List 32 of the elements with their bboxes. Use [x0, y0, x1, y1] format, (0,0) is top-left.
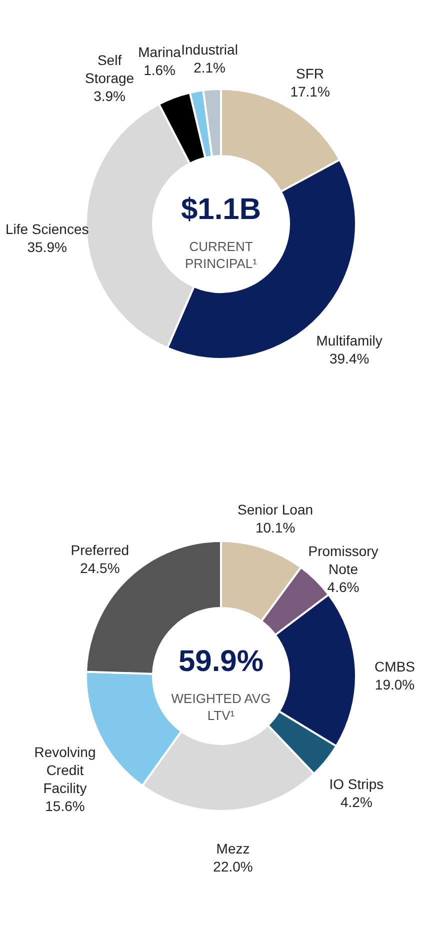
- text: $1.1B: [180, 193, 262, 226]
- data-label: 4.6%: [327, 579, 360, 596]
- text: LTV¹: [207, 708, 236, 723]
- slice-label: CMBS: [374, 658, 416, 674]
- data-label: 39.4%: [329, 350, 370, 367]
- slice-label: Industrial: [181, 41, 238, 58]
- data-label: 4.2%: [340, 794, 372, 810]
- slice-label: Preferred: [70, 542, 130, 558]
- slice-label: Self Storage: [85, 52, 134, 86]
- data-label: 35.9%: [27, 239, 67, 256]
- text: 59.9%: [178, 645, 264, 678]
- text: CURRENT: [189, 239, 253, 254]
- slice-label: Senior Loan: [238, 502, 314, 518]
- slice-label: Marina: [138, 44, 182, 60]
- slice-label: Revolving Credit Facility: [34, 744, 96, 796]
- data-label: 22.0%: [213, 858, 253, 875]
- data-label: 17.1%: [290, 84, 330, 100]
- data-label: 3.9%: [94, 88, 126, 104]
- data-label: 2.1%: [194, 59, 226, 76]
- text: WEIGHTED AVG: [171, 691, 271, 706]
- text: PRINCIPAL¹: [185, 256, 258, 271]
- slice-label: Life Sciences: [5, 221, 89, 238]
- data-label: 15.6%: [45, 798, 85, 814]
- data-label: 24.5%: [80, 560, 120, 576]
- data-label: 1.6%: [144, 62, 176, 78]
- slice-label: SFR: [296, 66, 324, 82]
- slice-label: IO Strips: [329, 776, 384, 792]
- slice-label: Multifamily: [316, 332, 382, 349]
- data-label: 19.0%: [374, 676, 415, 692]
- data-label: 10.1%: [255, 520, 296, 536]
- slice-label: Mezz: [216, 840, 250, 857]
- slice-label: Promissory Note: [308, 543, 378, 578]
